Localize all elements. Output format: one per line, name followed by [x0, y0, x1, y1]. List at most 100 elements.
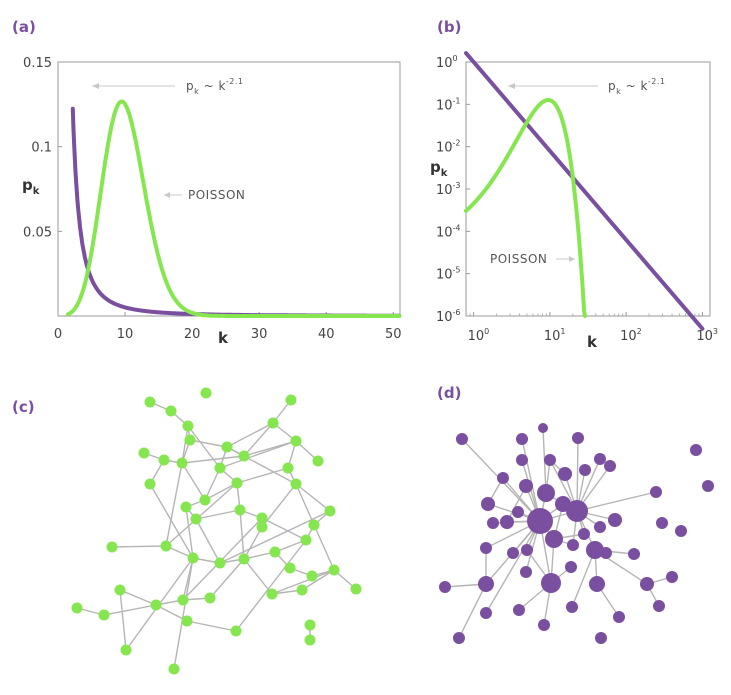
chart-a-ytick-label-2: 0.15	[23, 56, 52, 71]
network-c-edge-58	[195, 518, 221, 564]
network-d-node-11	[519, 479, 533, 493]
network-d-node-29	[600, 547, 612, 559]
network-d-node-30	[628, 548, 640, 560]
chart-a-xlabel: k	[218, 329, 229, 347]
network-c-node-27	[300, 534, 312, 546]
network-c-node-48	[304, 619, 316, 631]
network-d-node-28	[567, 539, 579, 551]
chart-b-power-arrowhead	[508, 83, 515, 89]
network-c-node-51	[168, 663, 180, 675]
network-c-node-1	[144, 396, 156, 408]
network-c-node-28	[106, 541, 118, 553]
network-c-edge-28	[295, 483, 331, 512]
chart-a-xtick-label-5: 50	[385, 327, 402, 342]
network-c-edge-56	[173, 557, 194, 670]
network-c-edge-52	[103, 604, 157, 616]
network-c-edge-50	[235, 539, 307, 632]
network-c-edge-23	[195, 509, 241, 520]
chart-b-frame	[465, 61, 711, 317]
network-c-node-23	[256, 521, 268, 533]
network-c-node-36	[328, 564, 340, 576]
chart-b-xtick-label-1: 101	[544, 327, 566, 344]
network-c-edge-77	[219, 440, 297, 469]
chart-b-ytick-base-1: 10	[436, 98, 453, 113]
chart-b-xtick-exp-2: 2	[637, 327, 642, 336]
chart-b-power-sup: -2.1	[648, 77, 666, 86]
network-d-node-15	[527, 508, 553, 534]
chart-b-poisson-annotation: POISSON	[490, 252, 547, 266]
network-c-edge-69	[239, 509, 245, 560]
chart-a-poisson-arrowhead	[164, 192, 170, 198]
network-c-node-30	[187, 552, 199, 564]
network-c-edge-41	[243, 558, 273, 595]
network-c-node-47	[98, 609, 110, 621]
network-c-node-0	[200, 387, 212, 399]
network-d-node-42	[640, 577, 654, 591]
chart-a-power-sub: k	[194, 87, 199, 96]
chart-b-xtick-exp-1: 1	[560, 327, 565, 336]
chart-b-ylabel-sub: k	[441, 168, 448, 179]
network-c-node-22	[256, 512, 268, 524]
network-c-node-35	[306, 570, 318, 582]
panel-label-a: (a)	[12, 18, 36, 36]
network-d-node-0	[456, 433, 468, 445]
network-c-node-9	[238, 450, 250, 462]
network-c-node-25	[324, 505, 336, 517]
network-c-edge-44	[119, 589, 157, 606]
chart-b-ytick-base-5: 10	[436, 268, 453, 283]
chart-a-ticks: 0 10 20 30 40 50 0.05 0.1 0.15	[23, 56, 402, 342]
network-c-edge-27	[261, 483, 297, 528]
network-c-edge-71	[187, 425, 221, 469]
chart-a-xtick-label-2: 20	[184, 327, 201, 342]
chart-b-ytick-base-4: 10	[436, 225, 453, 240]
network-c-edge-43	[301, 569, 335, 591]
chart-b-ytick-base-2: 10	[436, 141, 453, 156]
network-c-node-33	[269, 546, 281, 558]
network-c-node-20	[190, 513, 202, 525]
network-d-node-34	[690, 444, 702, 456]
network-d-node-10	[497, 472, 509, 484]
network-d-node-8	[594, 453, 606, 465]
chart-b-ytick-label-6: 10-6	[436, 308, 461, 325]
network-c-node-13	[312, 455, 324, 467]
chart-a-ytick-label-0: 0.05	[23, 225, 52, 240]
chart-b-ytick-exp-6: -6	[453, 308, 461, 317]
network-c-node-12	[290, 435, 302, 447]
chart-b-ytick-exp-2: -2	[453, 139, 461, 148]
network-c-node-21	[234, 504, 246, 516]
chart-b-xtick-exp-3: 3	[713, 327, 718, 336]
network-c-node-15	[144, 478, 156, 490]
network-d-node-21	[594, 521, 606, 533]
network-c-node-11	[285, 394, 297, 406]
chart-b-ytick-label-5: 10-5	[436, 266, 461, 283]
network-c-node-10	[267, 417, 279, 429]
chart-b-ytick-label-3: 10-3	[436, 181, 461, 198]
network-c-node-14	[282, 462, 294, 474]
network-c-node-6	[158, 454, 170, 466]
network-c-node-40	[114, 584, 126, 596]
network-c-edge-31	[261, 517, 307, 541]
panel-label-d: (d)	[437, 384, 461, 402]
network-c-edge-11	[226, 422, 274, 448]
chart-b-poisson-arrowhead	[569, 256, 575, 262]
network-c-node-18	[199, 494, 211, 506]
chart-b-ytick-label-4: 10-4	[436, 223, 461, 240]
network-d-edge-30	[576, 491, 657, 512]
network-c-edge-68	[274, 539, 307, 553]
chart-b-ytick-exp-3: -3	[453, 181, 461, 190]
chart-b-ytick-base-6: 10	[436, 310, 453, 325]
network-d-node-5	[544, 454, 556, 466]
network-d-node-22	[578, 528, 590, 540]
chart-b-poisson-line	[464, 98, 587, 318]
chart-b-power-sub: k	[616, 87, 621, 96]
network-d-node-36	[439, 581, 451, 593]
network-c-edges	[76, 399, 357, 670]
network-d-node-32	[656, 517, 668, 529]
network-c-edge-20	[204, 482, 238, 501]
chart-b-ytick-base-3: 10	[436, 183, 453, 198]
network-d-node-24	[521, 544, 533, 556]
network-d-node-35	[702, 480, 714, 492]
network-d-node-31	[650, 486, 662, 498]
